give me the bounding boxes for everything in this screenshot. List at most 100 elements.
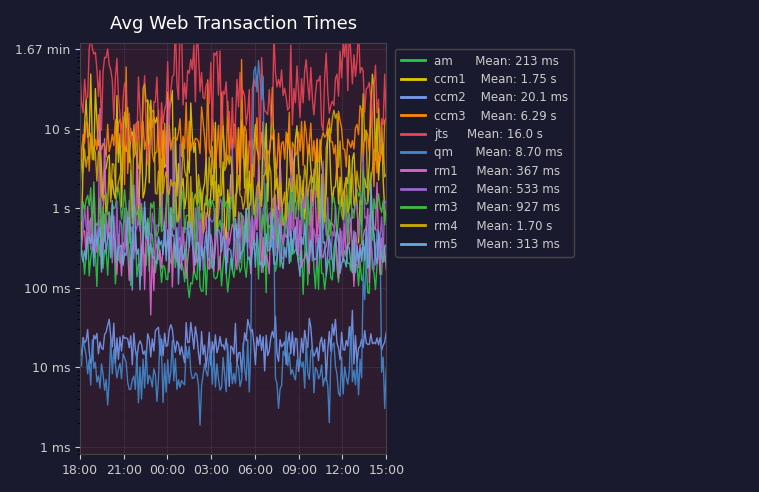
ccm1	[370, 84, 379, 90]
qm	[94, 373, 103, 379]
ccm3	[358, 159, 367, 165]
ccm2	[225, 383, 234, 389]
rm2	[132, 225, 141, 231]
rm3	[382, 208, 391, 214]
qm	[88, 337, 97, 342]
ccm1	[159, 128, 168, 134]
rm5	[94, 235, 103, 241]
ccm3	[370, 184, 379, 189]
rm5	[370, 233, 379, 239]
Line: jts: jts	[80, 25, 386, 184]
rm2	[88, 214, 97, 219]
qm	[196, 422, 205, 428]
ccm3	[75, 130, 84, 136]
rm4	[75, 189, 84, 195]
Line: qm: qm	[80, 61, 386, 425]
am	[159, 262, 168, 268]
Line: ccm3: ccm3	[80, 60, 386, 190]
ccm1	[75, 180, 84, 185]
jts	[246, 181, 255, 186]
rm4	[140, 81, 150, 87]
rm5	[382, 242, 391, 247]
rm5	[88, 231, 97, 237]
ccm2	[348, 308, 357, 313]
jts	[370, 84, 379, 90]
rm1	[75, 254, 84, 260]
qm	[382, 366, 391, 372]
ccm3	[235, 187, 244, 193]
ccm1	[354, 240, 363, 246]
rm2	[75, 218, 84, 224]
am	[370, 270, 379, 276]
Line: rm2: rm2	[80, 142, 386, 270]
rm4	[94, 149, 103, 154]
rm1	[382, 267, 391, 273]
ccm1	[134, 221, 143, 227]
ccm3	[88, 145, 97, 151]
rm3	[157, 229, 166, 235]
rm1	[159, 245, 168, 250]
ccm1	[96, 135, 105, 141]
rm1	[146, 312, 156, 318]
rm2	[368, 255, 377, 261]
ccm3	[157, 115, 166, 121]
qm	[254, 58, 263, 63]
ccm1	[90, 157, 99, 163]
am	[382, 254, 391, 260]
Legend: am      Mean: 213 ms, ccm1    Mean: 1.75 s, ccm2    Mean: 20.1 ms, ccm3    Mean:: am Mean: 213 ms, ccm1 Mean: 1.75 s, ccm2…	[395, 49, 575, 257]
rm5	[159, 251, 168, 257]
Line: rm3: rm3	[80, 170, 386, 251]
jts	[358, 68, 367, 74]
rm5	[367, 181, 376, 186]
ccm3	[382, 115, 391, 121]
rm4	[132, 154, 141, 160]
ccm1	[87, 71, 96, 77]
rm5	[134, 246, 143, 252]
rm5	[128, 287, 137, 293]
Line: rm4: rm4	[80, 84, 386, 235]
am	[134, 261, 143, 267]
rm3	[75, 218, 84, 224]
ccm1	[358, 181, 367, 187]
rm3	[132, 212, 141, 217]
Line: ccm2: ccm2	[80, 310, 386, 386]
jts	[382, 120, 391, 126]
rm3	[357, 242, 366, 247]
qm	[358, 272, 367, 278]
am	[358, 277, 367, 283]
jts	[88, 45, 97, 51]
ccm2	[358, 344, 367, 350]
rm5	[75, 207, 84, 213]
jts	[75, 67, 84, 73]
rm2	[169, 139, 178, 145]
rm3	[88, 233, 97, 239]
jts	[94, 93, 103, 99]
qm	[370, 231, 379, 237]
ccm3	[94, 112, 103, 118]
rm4	[88, 156, 97, 162]
Title: Avg Web Transaction Times: Avg Web Transaction Times	[109, 15, 357, 33]
rm2	[357, 222, 366, 228]
rm4	[358, 91, 367, 96]
am	[75, 257, 84, 263]
rm4	[187, 232, 197, 238]
ccm2	[370, 339, 379, 345]
Line: rm5: rm5	[80, 184, 386, 290]
rm1	[358, 234, 367, 240]
ccm2	[94, 351, 103, 357]
rm4	[159, 191, 168, 197]
jts	[171, 22, 180, 28]
Line: rm1: rm1	[80, 99, 386, 315]
rm3	[358, 167, 367, 173]
rm4	[382, 171, 391, 177]
qm	[75, 362, 84, 368]
rm2	[94, 228, 103, 234]
ccm2	[382, 329, 391, 335]
ccm3	[132, 120, 141, 125]
rm3	[94, 219, 103, 225]
ccm2	[157, 336, 166, 342]
ccm2	[75, 344, 84, 350]
qm	[157, 349, 166, 355]
qm	[132, 349, 141, 355]
rm4	[370, 147, 379, 153]
